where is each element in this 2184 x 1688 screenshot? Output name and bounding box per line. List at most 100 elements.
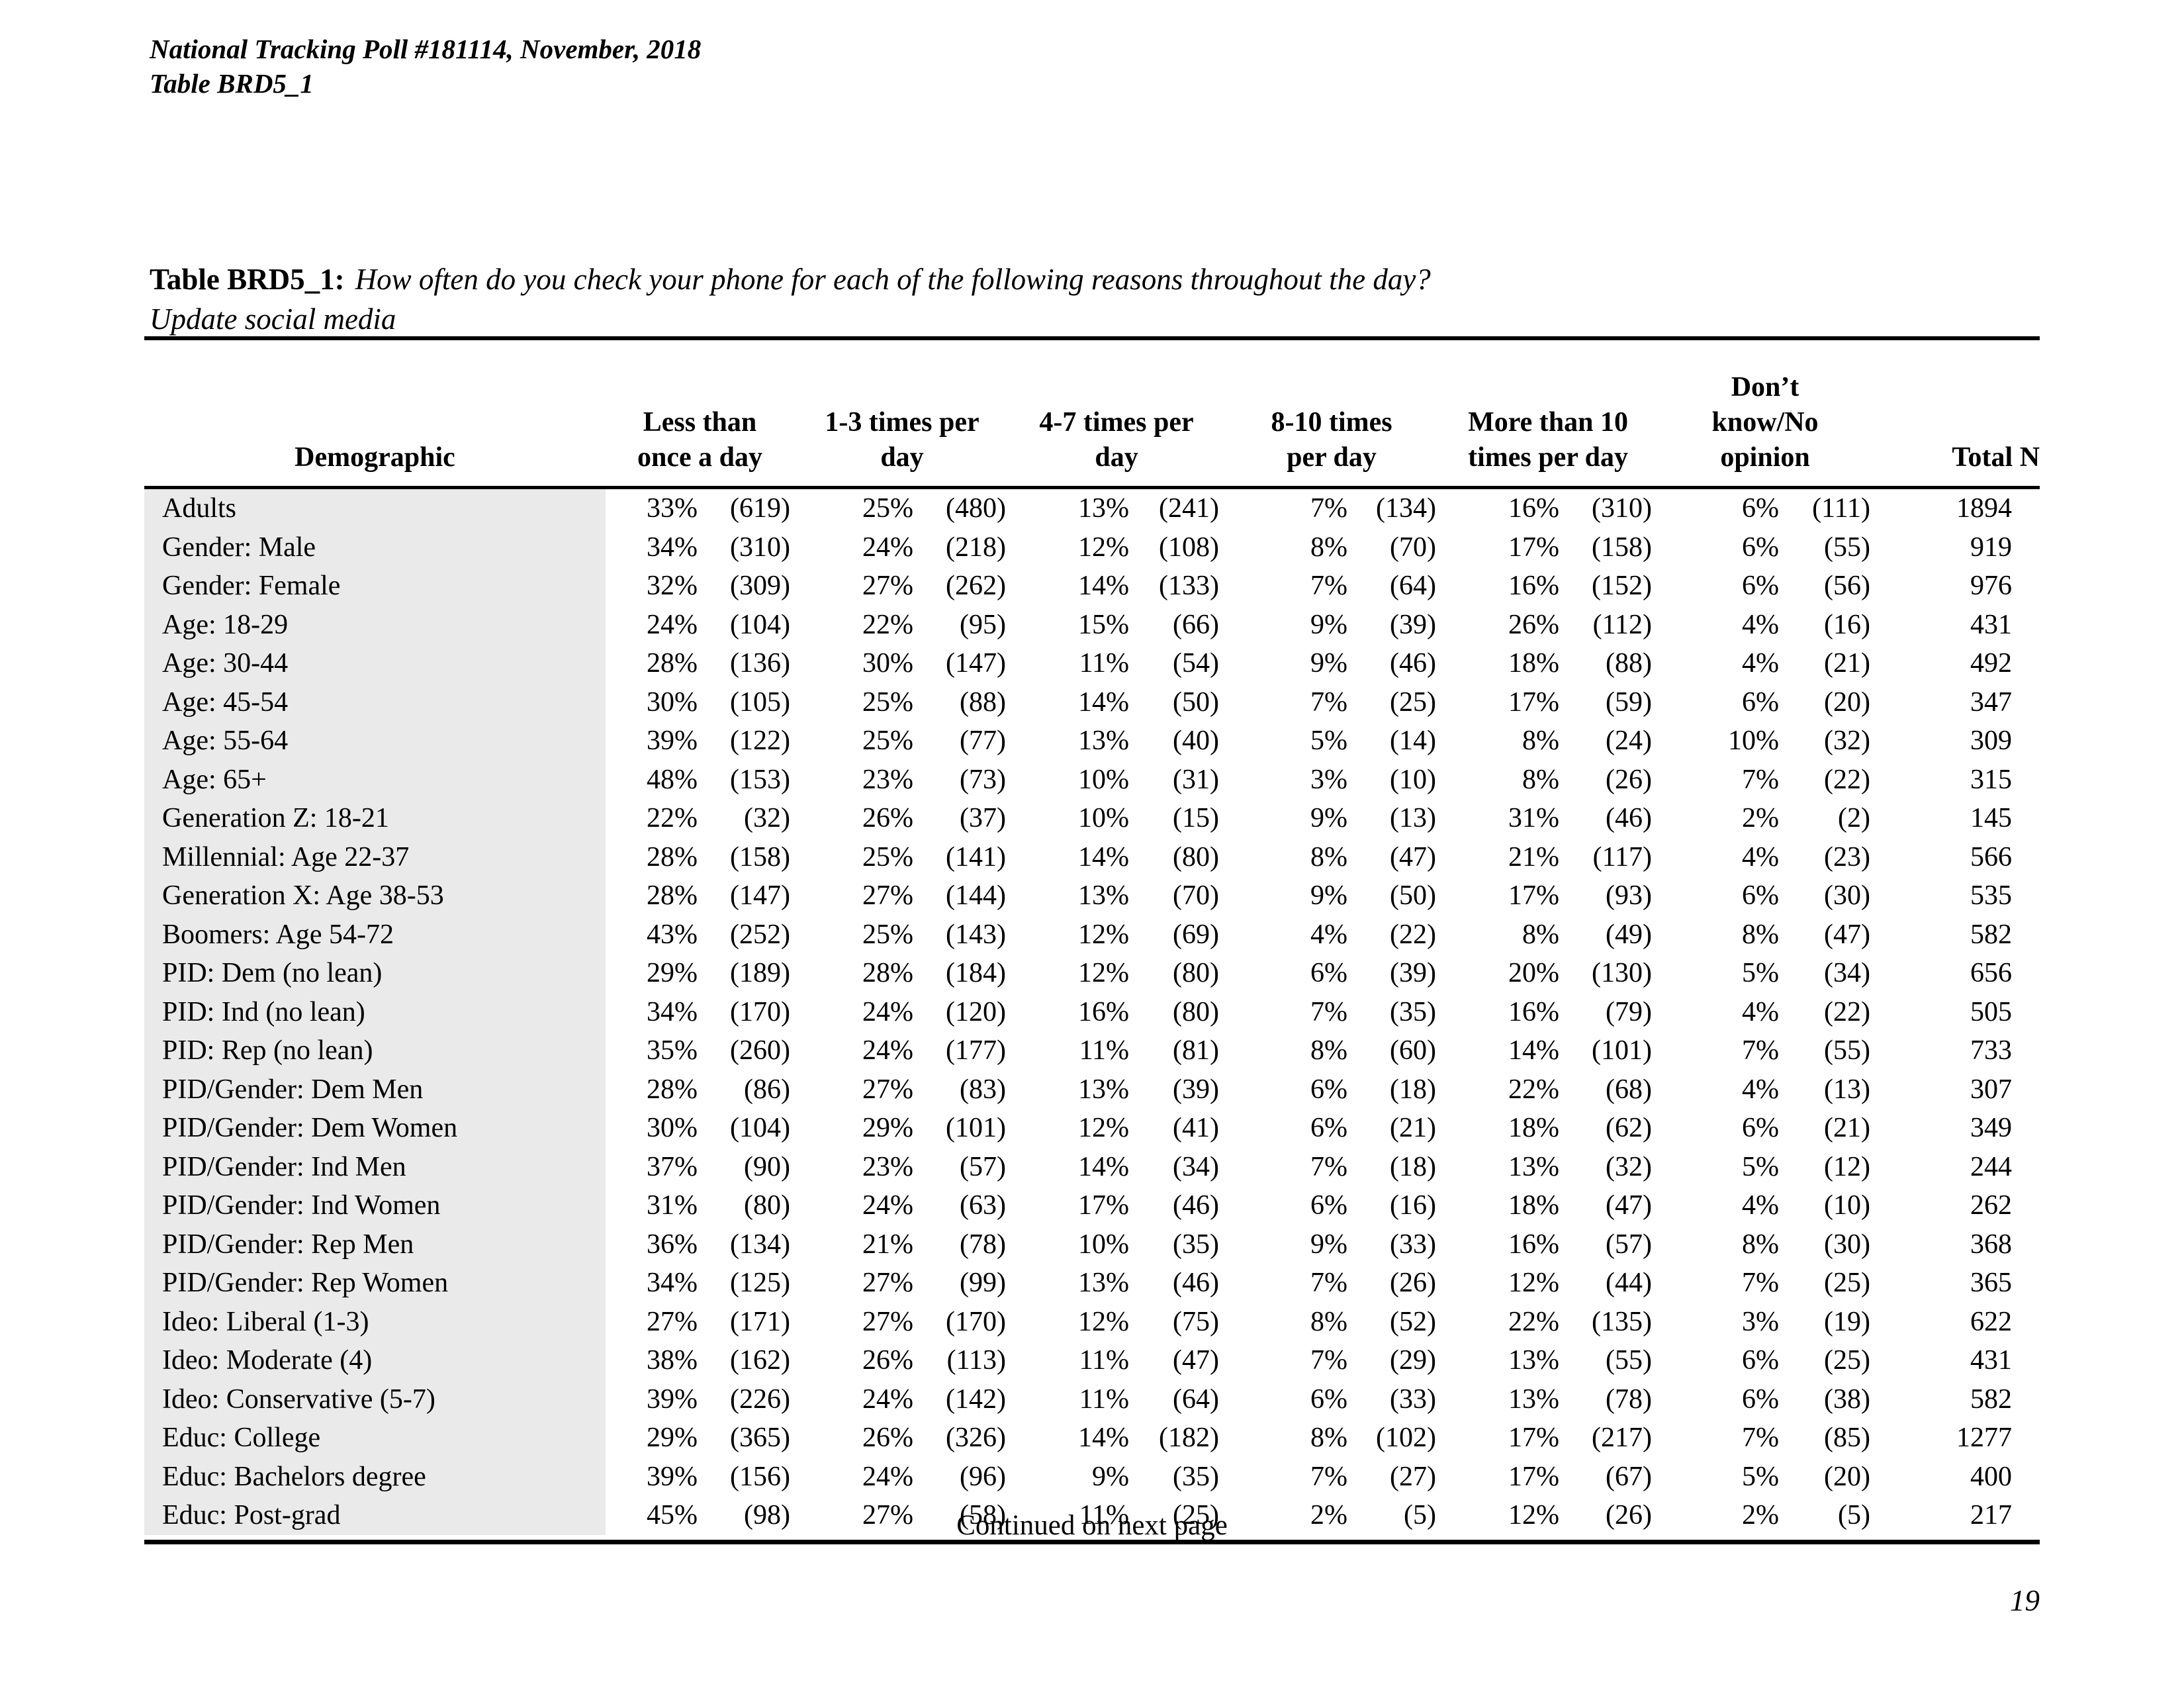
- cell-percent: 31%: [647, 1190, 698, 1221]
- cell-percent: 28%: [647, 1074, 698, 1105]
- row-label: Millennial: Age 22-37: [144, 837, 606, 876]
- cell-percent: 27%: [862, 880, 913, 912]
- table-row: Educ: College 29% (365) 26% (326) 14% (182) 8% (…: [144, 1419, 2040, 1458]
- cell-count: (130): [1592, 958, 1653, 989]
- row-label: Educ: Post-grad: [144, 1496, 606, 1535]
- column-header-total-n: Total N: [1874, 340, 2040, 489]
- table-body: Adults 33% (619) 25% (480) 13% (241) 7% (134) 16%…: [144, 487, 2040, 1535]
- cell-count: (102): [1376, 1423, 1437, 1454]
- cell-count: (105): [730, 686, 790, 718]
- cell-count: (50): [1173, 686, 1220, 718]
- cell-percent: 10%: [1078, 1229, 1130, 1260]
- cell-count: (218): [946, 532, 1007, 563]
- row-label: PID: Dem (no lean): [144, 954, 606, 993]
- cell-total: 622: [1970, 1306, 2013, 1337]
- cell-count: (55): [1606, 1345, 1653, 1376]
- cell-percent: 7%: [1310, 686, 1348, 718]
- cell-percent: 6%: [1742, 686, 1780, 718]
- cell-count: (46): [1173, 1268, 1220, 1299]
- cell-percent: 12%: [1508, 1268, 1560, 1299]
- row-label: PID/Gender: Ind Men: [144, 1147, 606, 1186]
- cell-count: (46): [1390, 648, 1437, 679]
- cell-count: (95): [960, 609, 1007, 640]
- cell-percent: 30%: [862, 648, 913, 679]
- cell-count: (158): [730, 841, 790, 872]
- cell-count: (170): [946, 1306, 1007, 1337]
- cell-percent: 6%: [1742, 880, 1780, 912]
- cell-count: (120): [946, 996, 1007, 1027]
- cell-count: (22): [1824, 764, 1871, 795]
- cell-percent: 45%: [647, 1500, 698, 1531]
- cell-percent: 8%: [1310, 841, 1348, 872]
- cell-percent: 12%: [1508, 1500, 1560, 1531]
- cell-percent: 7%: [1742, 1268, 1780, 1299]
- cell-percent: 36%: [647, 1229, 698, 1260]
- cell-count: (33): [1390, 1229, 1437, 1260]
- table-row: Gender: Female 32% (309) 27% (262) 14% (133) 7%…: [144, 567, 2040, 606]
- cell-count: (85): [1824, 1423, 1871, 1454]
- cell-count: (31): [1173, 764, 1220, 795]
- row-label: PID/Gender: Ind Women: [144, 1186, 606, 1225]
- cell-count: (80): [744, 1190, 790, 1221]
- cell-count: (26): [1606, 764, 1653, 795]
- table-row: Ideo: Liberal (1-3) 27% (171) 27% (170) 12% (7…: [144, 1302, 2040, 1341]
- cell-count: (18): [1390, 1151, 1437, 1182]
- cell-percent: 11%: [1079, 1035, 1130, 1066]
- cell-total: 1277: [1956, 1423, 2013, 1454]
- cell-percent: 12%: [1078, 1306, 1130, 1337]
- cell-percent: 18%: [1508, 1190, 1560, 1221]
- cell-percent: 24%: [647, 609, 698, 640]
- cell-count: (10): [1824, 1190, 1871, 1221]
- cell-count: (25): [1173, 1500, 1220, 1531]
- cell-percent: 6%: [1742, 1383, 1780, 1415]
- cell-percent: 25%: [862, 686, 913, 718]
- cell-count: (78): [960, 1229, 1007, 1260]
- continued-note: Continued on next page: [956, 1510, 1228, 1541]
- cell-percent: 20%: [1508, 958, 1560, 989]
- cell-count: (67): [1606, 1461, 1653, 1492]
- cell-percent: 16%: [1508, 571, 1560, 602]
- table-row: Age: 18-29 24% (104) 22% (95) 15% (66) 9% (39) 26…: [144, 605, 2040, 644]
- cell-percent: 4%: [1742, 996, 1780, 1027]
- cell-percent: 29%: [862, 1113, 913, 1144]
- cell-count: (32): [1606, 1151, 1653, 1182]
- cell-count: (13): [1824, 1074, 1871, 1105]
- cell-percent: 6%: [1310, 1113, 1348, 1144]
- cell-count: (20): [1824, 1461, 1871, 1492]
- cell-count: (141): [946, 841, 1007, 872]
- cell-percent: 27%: [862, 571, 913, 602]
- cell-count: (90): [744, 1151, 790, 1182]
- cell-percent: 26%: [862, 1345, 913, 1376]
- table-row: Millennial: Age 22-37 28% (158) 25% (141) 14%…: [144, 837, 2040, 876]
- row-label: Age: 65+: [144, 760, 606, 799]
- cell-count: (326): [946, 1423, 1007, 1454]
- cell-percent: 17%: [1508, 880, 1560, 912]
- cell-percent: 5%: [1742, 1151, 1780, 1182]
- column-header-4-7-times-per-day: 4-7 times per day: [1010, 340, 1224, 489]
- cell-percent: 27%: [862, 1074, 913, 1105]
- cell-percent: 43%: [647, 919, 698, 950]
- cell-percent: 9%: [1092, 1461, 1130, 1492]
- cell-count: (78): [1606, 1383, 1653, 1415]
- cell-count: (98): [744, 1500, 790, 1531]
- cell-percent: 48%: [647, 764, 698, 795]
- cell-percent: 8%: [1310, 1035, 1348, 1066]
- cell-count: (5): [1838, 1500, 1871, 1531]
- cell-count: (25): [1824, 1268, 1871, 1299]
- cell-total: 733: [1970, 1035, 2013, 1066]
- row-label: PID: Ind (no lean): [144, 992, 606, 1031]
- cell-count: (99): [960, 1268, 1007, 1299]
- cell-percent: 4%: [1742, 609, 1780, 640]
- cell-count: (16): [1824, 609, 1871, 640]
- column-header-dont-know-no-opinion: Don’t know/No opinion: [1656, 340, 1875, 489]
- cell-count: (39): [1390, 609, 1437, 640]
- row-label: Adults: [144, 487, 606, 528]
- cell-count: (104): [730, 1113, 790, 1144]
- cell-percent: 25%: [862, 841, 913, 872]
- cell-count: (22): [1824, 996, 1871, 1027]
- cell-count: (262): [946, 571, 1007, 602]
- cell-percent: 28%: [647, 880, 698, 912]
- cell-count: (18): [1390, 1074, 1437, 1105]
- cell-count: (182): [1159, 1423, 1220, 1454]
- cell-percent: 14%: [1078, 571, 1130, 602]
